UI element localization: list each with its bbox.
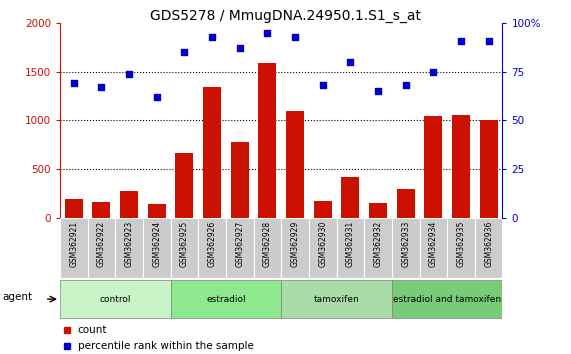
Text: count: count xyxy=(78,325,107,335)
Point xyxy=(152,94,162,100)
Text: agent: agent xyxy=(3,292,33,302)
Bar xyxy=(175,154,194,218)
Point xyxy=(291,34,300,40)
Text: control: control xyxy=(99,295,131,304)
Text: GSM362932: GSM362932 xyxy=(373,221,383,267)
Bar xyxy=(282,280,392,318)
Text: GSM362926: GSM362926 xyxy=(208,221,216,267)
Bar xyxy=(392,218,420,278)
Text: GSM362922: GSM362922 xyxy=(97,221,106,267)
Point xyxy=(401,82,410,88)
Bar xyxy=(171,280,282,318)
Bar xyxy=(447,218,475,278)
Point xyxy=(263,30,272,36)
Bar xyxy=(254,218,282,278)
Point xyxy=(124,71,134,76)
Bar xyxy=(309,218,336,278)
Text: GSM362934: GSM362934 xyxy=(429,221,438,267)
Point xyxy=(235,45,244,51)
Bar xyxy=(480,120,498,218)
Text: tamoxifen: tamoxifen xyxy=(313,295,359,304)
Bar xyxy=(60,280,171,318)
Text: GSM362936: GSM362936 xyxy=(484,221,493,267)
Text: GSM362928: GSM362928 xyxy=(263,221,272,267)
Bar xyxy=(369,203,387,218)
Bar xyxy=(341,177,359,218)
Bar xyxy=(60,218,87,278)
Bar xyxy=(198,218,226,278)
Text: GSM362931: GSM362931 xyxy=(346,221,355,267)
Bar xyxy=(115,218,143,278)
Point xyxy=(373,88,383,94)
Point xyxy=(207,34,216,40)
Bar xyxy=(143,218,171,278)
Bar xyxy=(120,192,138,218)
Bar xyxy=(226,218,254,278)
Bar xyxy=(424,116,443,218)
Bar xyxy=(397,189,415,218)
Bar xyxy=(452,115,470,218)
Bar xyxy=(231,142,249,218)
Text: GSM362925: GSM362925 xyxy=(180,221,189,267)
Bar xyxy=(313,201,332,218)
Bar xyxy=(93,202,110,218)
Text: GSM362924: GSM362924 xyxy=(152,221,161,267)
Bar xyxy=(65,199,83,218)
Text: GSM362929: GSM362929 xyxy=(291,221,300,267)
Point xyxy=(484,38,493,44)
Point xyxy=(429,69,438,74)
Bar xyxy=(148,204,166,218)
Text: percentile rank within the sample: percentile rank within the sample xyxy=(78,341,254,350)
Bar xyxy=(364,218,392,278)
Text: GSM362923: GSM362923 xyxy=(124,221,134,267)
Point xyxy=(69,80,78,86)
Text: GSM362921: GSM362921 xyxy=(69,221,78,267)
Bar xyxy=(282,218,309,278)
Bar xyxy=(286,110,304,218)
Bar xyxy=(392,280,502,318)
Point xyxy=(456,38,465,44)
Text: GSM362930: GSM362930 xyxy=(318,221,327,267)
Bar xyxy=(259,63,276,218)
Text: GDS5278 / MmugDNA.24950.1.S1_s_at: GDS5278 / MmugDNA.24950.1.S1_s_at xyxy=(150,9,421,23)
Text: GSM362935: GSM362935 xyxy=(456,221,465,267)
Point xyxy=(97,84,106,90)
Text: GSM362933: GSM362933 xyxy=(401,221,410,267)
Point xyxy=(346,59,355,65)
Text: GSM362927: GSM362927 xyxy=(235,221,244,267)
Bar xyxy=(171,218,198,278)
Text: estradiol: estradiol xyxy=(206,295,246,304)
Point xyxy=(318,82,327,88)
Bar xyxy=(203,87,221,218)
Bar xyxy=(336,218,364,278)
Bar xyxy=(420,218,447,278)
Bar xyxy=(87,218,115,278)
Point xyxy=(180,49,189,55)
Text: estradiol and tamoxifen: estradiol and tamoxifen xyxy=(393,295,501,304)
Bar xyxy=(475,218,502,278)
